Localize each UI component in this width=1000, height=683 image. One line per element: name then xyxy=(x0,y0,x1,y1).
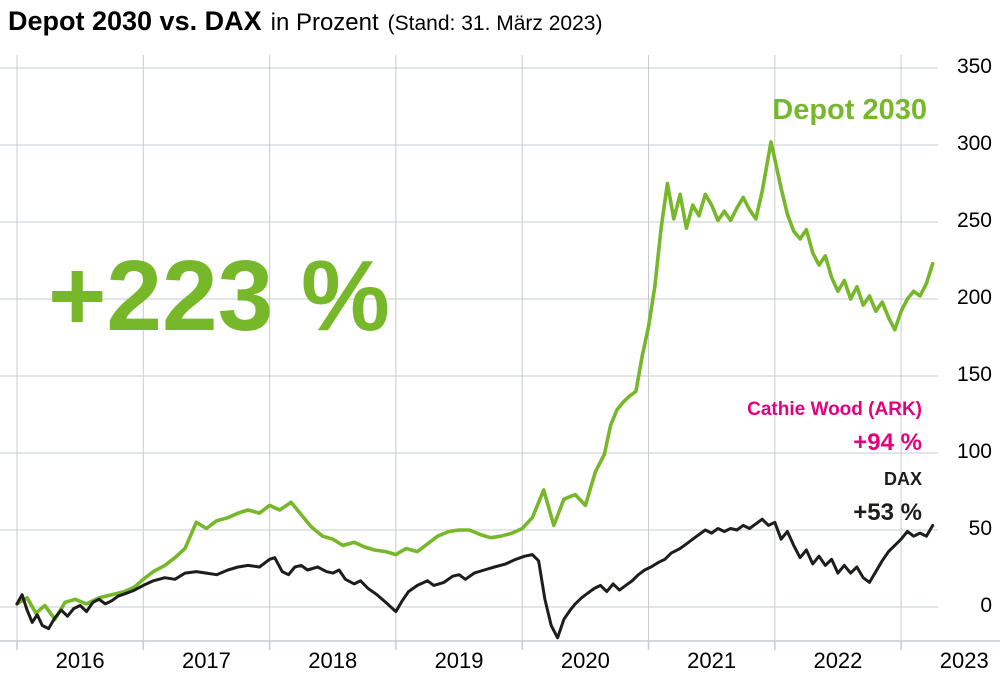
depot-2030-line xyxy=(15,140,935,622)
dax-line xyxy=(15,517,935,640)
dax-series-label: DAX xyxy=(883,469,922,489)
depot-series-label: Depot 2030 xyxy=(772,94,927,126)
chart-date-note: (Stand: 31. März 2023) xyxy=(387,12,603,35)
depot-total-return: +223 % xyxy=(48,240,390,352)
ark-return: +94 % xyxy=(853,429,922,456)
dax-return: +53 % xyxy=(853,499,922,526)
chart-header: Depot 2030 vs. DAX in Prozent (Stand: 31… xyxy=(8,6,602,37)
chart-title: Depot 2030 vs. DAX xyxy=(8,6,262,36)
ark-series-label: Cathie Wood (ARK) xyxy=(747,399,922,420)
chart-subtitle: in Prozent xyxy=(270,9,379,36)
